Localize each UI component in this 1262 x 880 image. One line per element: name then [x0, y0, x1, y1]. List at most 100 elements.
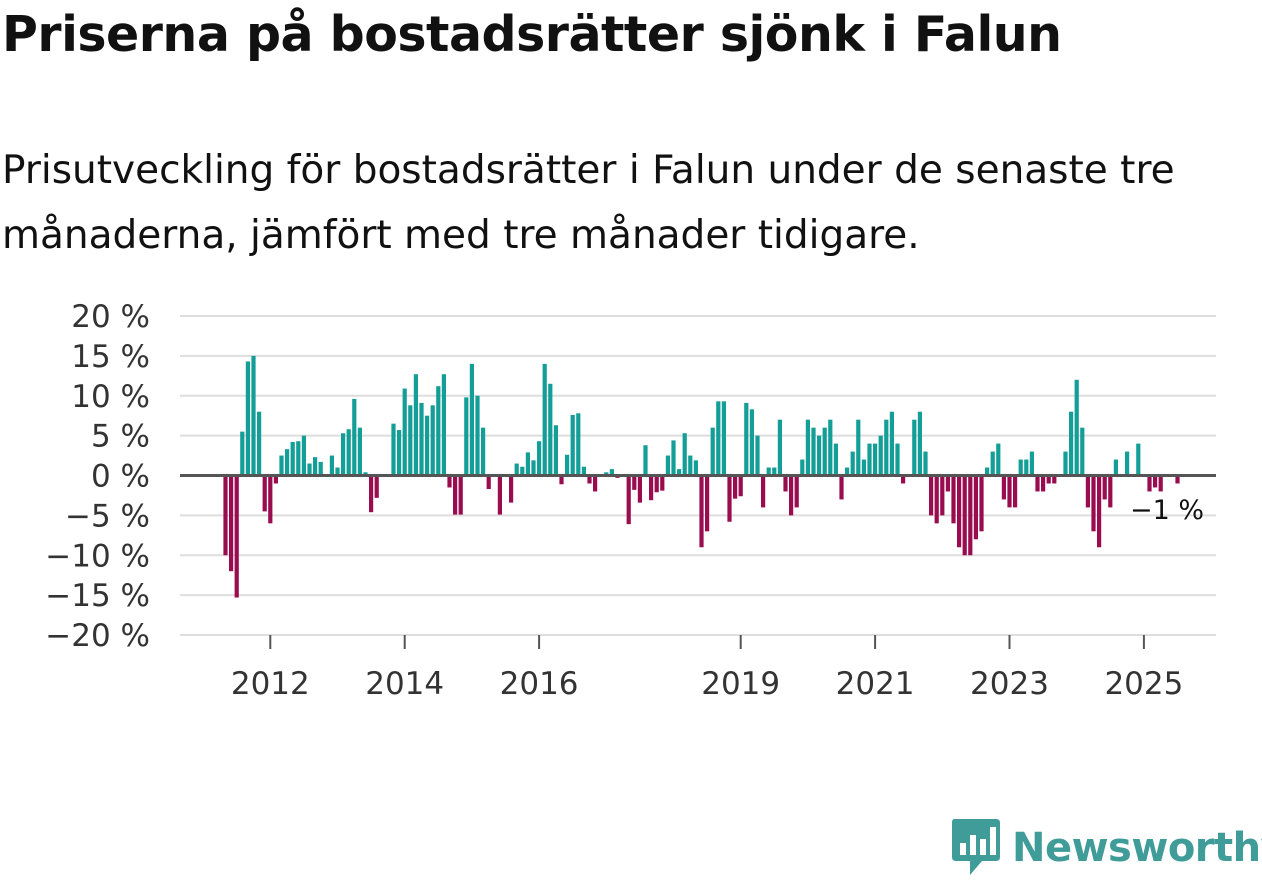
y-tick-label: 20 %	[71, 299, 150, 335]
bar	[755, 435, 760, 476]
bar	[856, 419, 861, 476]
bar	[425, 415, 430, 476]
bar	[285, 449, 290, 476]
bar	[1085, 475, 1090, 508]
bar	[1024, 459, 1029, 476]
bar	[660, 475, 665, 491]
bar	[833, 443, 838, 476]
bar	[369, 475, 374, 513]
bar	[1147, 475, 1152, 492]
bar	[307, 463, 312, 476]
bar	[727, 475, 732, 522]
chart-subtitle: Prisutveckling för bostadsrätter i Falun…	[2, 148, 1175, 258]
bar	[1153, 475, 1158, 488]
bar	[716, 401, 721, 476]
bar	[682, 433, 687, 476]
bar	[744, 402, 749, 476]
bar	[665, 455, 670, 476]
bar	[453, 475, 458, 515]
bar	[945, 475, 950, 492]
bar	[436, 386, 441, 476]
y-tick-label: −5 %	[65, 498, 150, 534]
bar	[979, 475, 984, 532]
bar	[509, 475, 514, 503]
bar	[671, 440, 676, 476]
bar	[341, 433, 346, 476]
bar	[481, 427, 486, 476]
bar	[296, 441, 301, 476]
x-axis: 2012 2014 2016 2019 2021 2023 2025	[231, 635, 1183, 702]
bar	[1029, 451, 1034, 476]
bar	[520, 466, 525, 476]
bar	[329, 455, 334, 476]
y-tick-label: −20 %	[45, 618, 150, 654]
bar	[1097, 475, 1102, 548]
bar	[794, 475, 799, 508]
bar	[391, 423, 396, 476]
bar	[262, 475, 267, 512]
y-tick-label: 0 %	[91, 459, 150, 495]
bar	[447, 475, 452, 488]
y-tick-label: 5 %	[91, 419, 150, 455]
bar	[777, 419, 782, 476]
bar	[413, 374, 418, 476]
bar	[553, 425, 558, 476]
bar	[1041, 475, 1046, 492]
bar	[873, 443, 878, 476]
x-tick-label: 2012	[231, 666, 310, 702]
bar	[335, 467, 340, 476]
x-tick-label: 2023	[970, 666, 1049, 702]
bar	[912, 419, 917, 476]
bar	[570, 414, 575, 476]
bar	[268, 475, 273, 524]
bar	[346, 429, 351, 476]
bar	[234, 475, 239, 598]
bar	[1069, 411, 1074, 476]
bar	[626, 475, 631, 525]
bar	[850, 451, 855, 476]
bar	[822, 427, 827, 476]
bar	[817, 435, 822, 476]
bar	[464, 397, 469, 476]
bar	[934, 475, 939, 524]
brand-name: Newsworthy	[1012, 825, 1262, 871]
bar	[643, 445, 648, 476]
bar	[548, 383, 553, 476]
bar	[357, 427, 362, 476]
bar	[397, 430, 402, 476]
brand-logo: Newsworthy	[950, 816, 1262, 880]
bar	[514, 463, 519, 476]
bar	[475, 395, 480, 476]
bar	[990, 451, 995, 476]
bar	[968, 475, 973, 556]
x-tick-label: 2014	[365, 666, 444, 702]
bar	[677, 469, 682, 476]
bar	[1063, 451, 1068, 476]
bar	[1007, 475, 1012, 508]
bar	[565, 454, 570, 476]
bar	[901, 475, 906, 484]
y-tick-label: 10 %	[71, 379, 150, 415]
bar	[604, 472, 609, 476]
bar	[609, 469, 614, 476]
y-axis: 20 % 15 % 10 % 5 % 0 %−5 % −10 % −15 % −20 %	[45, 299, 150, 654]
bar	[710, 427, 715, 476]
bar	[486, 475, 491, 490]
bar	[889, 411, 894, 476]
bar	[430, 405, 435, 476]
bar	[576, 413, 581, 476]
bar	[1080, 427, 1085, 476]
bar	[593, 475, 598, 492]
bar	[783, 475, 788, 492]
y-tick-label: 15 %	[71, 339, 150, 375]
y-tick-label: −15 %	[45, 578, 150, 614]
bar	[766, 467, 771, 476]
bar	[845, 467, 850, 476]
bar	[917, 411, 922, 476]
bar	[251, 355, 256, 476]
bar	[828, 419, 833, 476]
bar	[301, 435, 306, 476]
bar	[1013, 475, 1018, 508]
bar	[940, 475, 945, 516]
